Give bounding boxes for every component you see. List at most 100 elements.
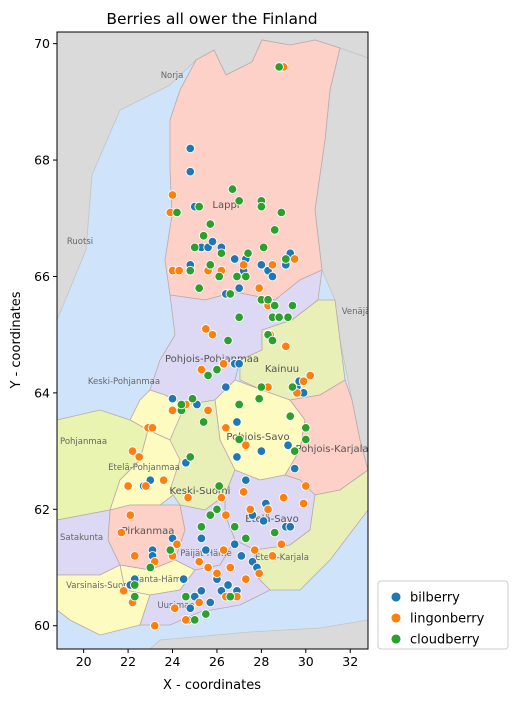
cloudberry-point	[189, 615, 200, 625]
lingonberry-point	[305, 370, 315, 381]
cloudberry-point	[187, 393, 198, 404]
lingonberry-point	[254, 568, 264, 579]
lingonberry-point	[129, 551, 140, 561]
y-tick-label: 70	[34, 36, 50, 51]
y-axis-label: Y - coordinates	[9, 291, 24, 389]
cloudberry-point	[172, 207, 182, 218]
lingonberry-point	[218, 545, 229, 555]
scatter-points	[116, 62, 315, 631]
lingonberry-point	[216, 492, 227, 503]
y-tick-label: 68	[34, 153, 50, 168]
cloudberry-point	[267, 335, 278, 346]
cloudberry-point	[196, 522, 207, 532]
lingonberry-point	[116, 527, 127, 538]
bilberry-point	[223, 580, 233, 590]
cloudberry-point	[269, 225, 280, 235]
lingonberry-point	[225, 562, 236, 573]
label-kainuu: Kainuu	[265, 364, 299, 375]
bilberry-point	[185, 143, 196, 154]
y-tick-label: 62	[34, 502, 50, 517]
y-tick-label: 60	[34, 618, 50, 633]
cloudberry-point	[274, 62, 284, 72]
bilberry-point	[221, 382, 231, 392]
cloudberry-point	[212, 364, 222, 375]
bilberry-point	[205, 597, 216, 608]
lingonberry-point	[267, 551, 278, 561]
lingonberry-point	[281, 341, 291, 352]
lingonberry-point	[149, 620, 160, 631]
bilberry-point	[185, 603, 196, 614]
cloudberry-point	[181, 591, 191, 602]
cloudberry-point	[205, 510, 216, 520]
lingonberry-point	[207, 329, 218, 340]
label-varsinais-suomi: Varsinais-Suomi	[66, 581, 134, 591]
lingonberry-point	[212, 568, 222, 579]
cloudberry-point	[212, 504, 222, 515]
bilberry-point	[196, 533, 207, 544]
cloudberry-point	[256, 201, 267, 212]
lingonberry-point	[174, 265, 184, 276]
label-pohjois-pohjanmaa: Pohjois-Pohjanmaa	[165, 354, 259, 365]
y-axis: 60 62 64 66 68 70	[34, 36, 57, 633]
cloudberry-point	[189, 242, 200, 253]
lingonberry-point	[278, 492, 289, 503]
label-kanta-hame: Kanta-Häme	[134, 575, 187, 585]
cloudberry-point	[285, 411, 296, 421]
cloudberry-point	[256, 382, 267, 392]
cloudberry-point	[227, 184, 238, 194]
x-tick-label: 32	[342, 654, 358, 669]
cloudberry-point	[234, 196, 244, 206]
bilberry-point	[256, 446, 267, 456]
cloudberry-point	[194, 201, 204, 212]
cloudberry-point	[258, 242, 269, 253]
bilberry-point	[283, 440, 293, 451]
cloudberry-point	[129, 580, 140, 590]
cloudberry-point	[214, 271, 224, 282]
label-etela-karjala: Etelä-Karjala	[255, 553, 309, 563]
cloudberry-point	[287, 382, 298, 392]
x-tick-label: 26	[209, 654, 225, 669]
lingonberry-point	[118, 586, 129, 596]
lingonberry-point	[172, 539, 182, 549]
cloudberry-point	[234, 434, 244, 445]
lingonberry-point	[298, 498, 309, 509]
cloudberry-point	[165, 545, 176, 555]
cloudberry-point	[269, 300, 280, 311]
cloudberry-point	[201, 609, 211, 619]
cloudberry-point	[225, 591, 236, 602]
cloudberry-point	[234, 312, 244, 322]
cloudberry-point	[194, 283, 204, 293]
bilberry-point	[258, 516, 269, 526]
cloudberry-point	[234, 399, 244, 410]
bilberry-point	[167, 393, 178, 404]
lingonberry-point	[267, 260, 278, 270]
lingonberry-point	[141, 481, 151, 491]
legend-label-cloudberry: cloudberry	[410, 633, 480, 648]
lingonberry-point	[183, 492, 193, 503]
lingonberry-point	[201, 324, 211, 334]
cloudberry-point	[176, 399, 187, 410]
x-tick-label: 30	[298, 654, 314, 669]
plot-frame	[56, 31, 369, 650]
label-satakunta: Satakunta	[60, 533, 103, 543]
cloudberry-point	[281, 254, 291, 264]
x-tick-label: 24	[165, 654, 181, 669]
cloudberry-point	[241, 271, 251, 282]
cloudberry-point	[243, 248, 253, 258]
bilberry-point	[289, 463, 300, 474]
cloudberry-point	[185, 265, 196, 276]
label-keski-pohjanmaa: Keski-Pohjanmaa	[88, 377, 160, 387]
cloudberry-point	[223, 335, 233, 346]
lingonberry-point	[158, 475, 169, 485]
lingonberry-point	[194, 597, 204, 608]
lingonberry-point	[298, 376, 309, 386]
bilberry-point	[196, 586, 207, 596]
bilberry-point	[201, 545, 211, 555]
lingonberry-point	[167, 190, 178, 200]
cloudberry-point	[241, 533, 251, 544]
label-pohjois-karjala: Pohjois-Karjala	[295, 444, 368, 455]
x-tick-label: 22	[120, 654, 136, 669]
label-etela-savo: Etelä-Savo	[245, 514, 298, 525]
lingonberry-point	[127, 446, 138, 456]
x-tick-label: 28	[253, 654, 269, 669]
